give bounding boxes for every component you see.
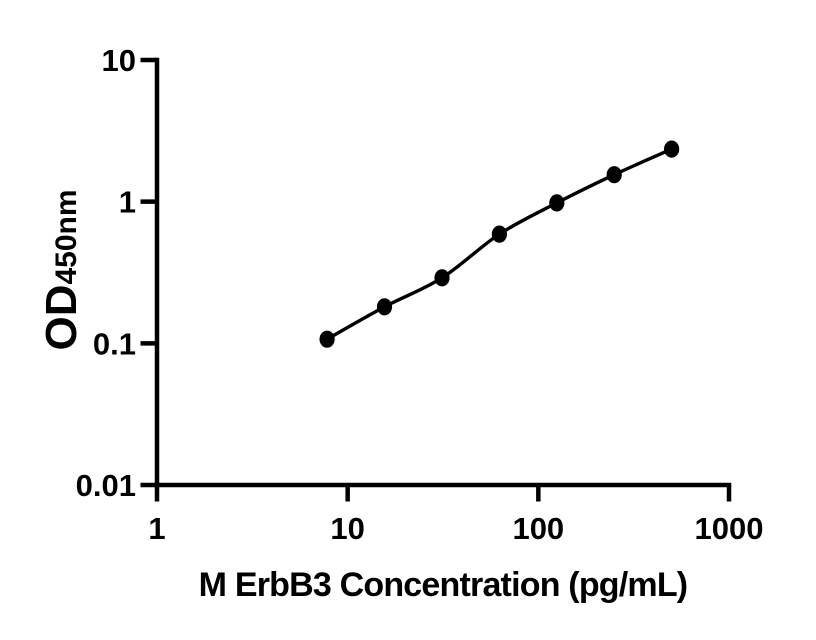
x-tick-label: 10 [330, 511, 364, 546]
y-tick-label: 0.1 [93, 326, 136, 361]
data-point-marker [319, 330, 335, 348]
data-point-marker [491, 225, 508, 243]
y-tick-label: 1 [119, 185, 136, 220]
y-axis-title-main: OD [37, 284, 86, 351]
data-point-marker [434, 269, 450, 287]
y-tick-label: 0.01 [76, 468, 136, 503]
data-point-marker [376, 298, 393, 316]
data-point-marker [664, 140, 680, 158]
y-tick-label: 10 [102, 43, 136, 78]
y-axis-title-subscript: 450nm [50, 189, 83, 285]
data-point-marker [606, 166, 622, 184]
x-tick-label: 1 [148, 511, 165, 546]
y-axis-title: OD450nm [37, 189, 86, 351]
x-axis-title: M ErbB3 Concentration (pg/mL) [198, 566, 688, 604]
data-point-marker [549, 194, 565, 212]
x-tick-label: 1000 [695, 511, 764, 546]
x-tick-label: 100 [512, 511, 564, 546]
